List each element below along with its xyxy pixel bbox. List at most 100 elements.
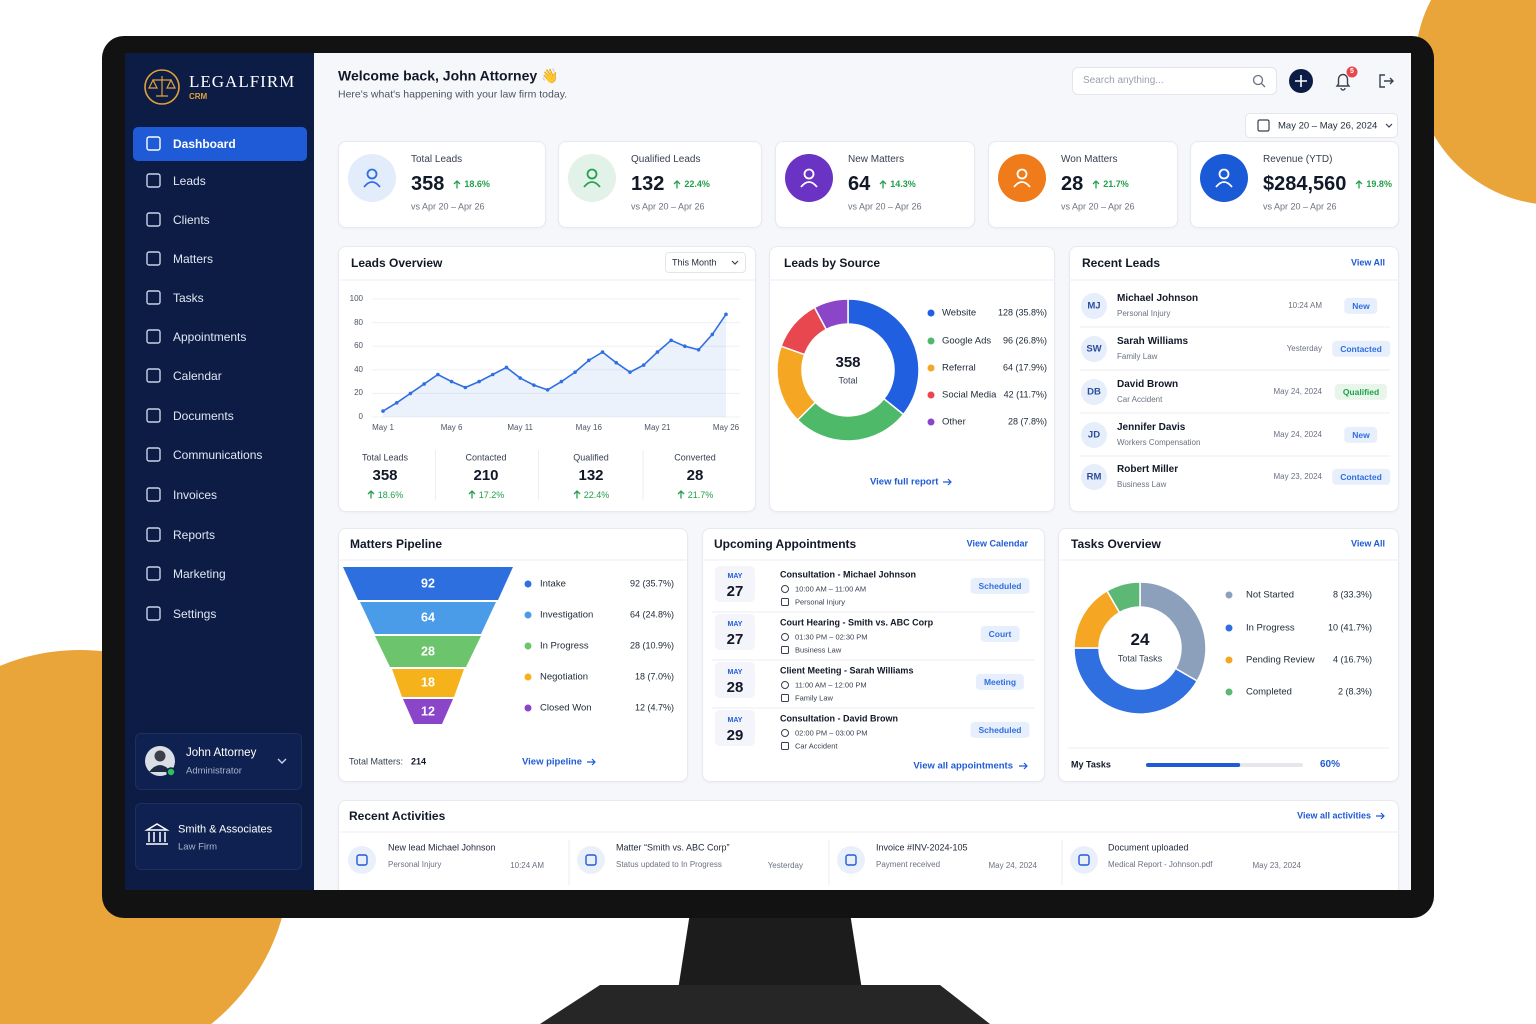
total-label: Total Matters: bbox=[349, 756, 404, 767]
kpi-period: vs Apr 20 – Apr 26 bbox=[848, 201, 922, 212]
line-point bbox=[381, 409, 385, 413]
legend-label: Intake bbox=[540, 578, 566, 590]
lead-time: 10:24 AM bbox=[1288, 301, 1322, 311]
activity-icon bbox=[837, 846, 865, 874]
legend-value: 28 (7.8%) bbox=[1007, 416, 1047, 427]
legend-value: 28 (10.9%) bbox=[629, 640, 674, 651]
line-area bbox=[383, 314, 726, 417]
kpi-change: 19.8% bbox=[1366, 179, 1392, 189]
nav-icon bbox=[146, 173, 161, 188]
line-point bbox=[436, 372, 440, 377]
status-badge: Contacted bbox=[1332, 468, 1390, 486]
view-all-link[interactable]: View All bbox=[1350, 257, 1385, 268]
lead-time: May 23, 2024 bbox=[1273, 472, 1322, 482]
nav-item[interactable]: Documents bbox=[173, 408, 234, 423]
kpi-change: 14.3% bbox=[890, 179, 916, 189]
stat-change: 18.6% bbox=[377, 489, 404, 500]
kpi-card bbox=[338, 141, 546, 228]
legend-value: 2 (8.3%) bbox=[1337, 686, 1372, 697]
user-status-dot bbox=[166, 767, 176, 777]
nav-item[interactable]: Dashboard bbox=[173, 136, 236, 151]
kpi-icon-glyph bbox=[1215, 181, 1233, 188]
arrow-up-path bbox=[677, 490, 685, 499]
kpi-change: 18.6% bbox=[464, 179, 490, 189]
activity-icon bbox=[348, 846, 376, 874]
nav-item[interactable]: Leads bbox=[173, 173, 206, 188]
arrow-right-icon bbox=[587, 758, 596, 766]
nav-item[interactable]: Matters bbox=[173, 251, 214, 266]
view-all-link[interactable]: View All bbox=[1350, 538, 1385, 549]
appointment-day: 27 bbox=[726, 583, 744, 600]
line-point bbox=[477, 379, 481, 384]
activity-title: Document uploaded bbox=[1108, 842, 1189, 853]
legend-dot bbox=[524, 611, 532, 619]
nav-item[interactable]: Communications bbox=[173, 447, 263, 462]
nav-item[interactable]: Reports bbox=[173, 527, 216, 542]
search-placeholder: Search anything... bbox=[1083, 75, 1164, 86]
nav-item[interactable]: Marketing bbox=[173, 566, 226, 581]
kpi-value: 358 bbox=[411, 172, 445, 195]
clock-icon bbox=[781, 585, 789, 593]
line-point bbox=[655, 350, 660, 354]
arrow-up-icon bbox=[879, 179, 887, 188]
kpi-label: Qualified Leads bbox=[631, 154, 701, 165]
nav-icon bbox=[146, 290, 161, 305]
stat-label: Qualified bbox=[573, 452, 609, 463]
brand-name: LEGALFIRM bbox=[189, 71, 296, 91]
nav-item[interactable]: Appointments bbox=[173, 329, 247, 344]
lead-type: Family Law bbox=[1117, 352, 1158, 362]
clock-icon bbox=[781, 633, 789, 641]
funnel-stage bbox=[392, 669, 464, 697]
notification-badge bbox=[1346, 66, 1358, 78]
donut-slice bbox=[1105, 581, 1141, 614]
legend-value: 96 (26.8%) bbox=[1002, 335, 1047, 346]
view-calendar-link[interactable]: View Calendar bbox=[966, 538, 1028, 549]
legend-label: Pending Review bbox=[1246, 654, 1315, 666]
donut-slice bbox=[1073, 647, 1199, 715]
view-pipeline-link[interactable]: View pipeline bbox=[522, 756, 583, 768]
kpi-value: 132 bbox=[631, 172, 665, 195]
logout-icon bbox=[1379, 74, 1394, 88]
user-role: Administrator bbox=[186, 765, 242, 777]
legend-label: Completed bbox=[1246, 686, 1292, 698]
legend-value: 128 (35.8%) bbox=[997, 307, 1047, 318]
line-point bbox=[587, 358, 591, 363]
appointment-type: Car Accident bbox=[795, 741, 838, 751]
stand-neck bbox=[678, 900, 862, 990]
view-all-activities-link[interactable]: View all activities bbox=[1297, 810, 1371, 821]
nav-item[interactable]: Tasks bbox=[173, 290, 204, 305]
nav-item[interactable]: Calendar bbox=[173, 368, 222, 383]
appointment-day: 27 bbox=[726, 631, 744, 648]
activity-icon-glyph bbox=[1078, 854, 1090, 866]
case-icon bbox=[781, 598, 789, 606]
nav-item[interactable]: Settings bbox=[173, 606, 217, 621]
legend-dot bbox=[1225, 656, 1233, 664]
kpi-value-row: 28 21.7% bbox=[1061, 172, 1221, 196]
view-report-link[interactable]: View full report bbox=[870, 476, 939, 488]
kpi-period: vs Apr 20 – Apr 26 bbox=[1263, 201, 1337, 212]
funnel-stage-value: 28 bbox=[421, 644, 435, 658]
filter-dropdown[interactable] bbox=[665, 252, 746, 273]
date-box bbox=[715, 614, 755, 650]
nav-item[interactable]: Invoices bbox=[173, 487, 218, 502]
legend-dot bbox=[524, 580, 532, 588]
search-box[interactable] bbox=[1072, 67, 1277, 95]
arrow-up-path bbox=[1092, 179, 1100, 188]
logo-icon bbox=[144, 69, 180, 105]
lead-initials: JD bbox=[1087, 429, 1101, 441]
nav-active-bg[interactable] bbox=[133, 127, 307, 161]
view-all-appointments-link[interactable]: View all appointments bbox=[913, 760, 1013, 772]
lead-name: Robert Miller bbox=[1117, 464, 1179, 475]
lead-initials: DB bbox=[1087, 386, 1101, 398]
legend-dot bbox=[1225, 591, 1233, 599]
nav-item[interactable]: Clients bbox=[173, 212, 210, 227]
line-point bbox=[394, 401, 399, 405]
stat-label: Converted bbox=[674, 452, 716, 463]
kpi-card bbox=[558, 141, 762, 228]
arrow-up-icon bbox=[573, 490, 581, 499]
legend-label: Website bbox=[942, 307, 977, 319]
line-point bbox=[408, 391, 413, 396]
user-name: John Attorney bbox=[186, 747, 257, 760]
x-tick-label: May 16 bbox=[575, 423, 602, 433]
date-range-picker[interactable] bbox=[1245, 113, 1398, 138]
